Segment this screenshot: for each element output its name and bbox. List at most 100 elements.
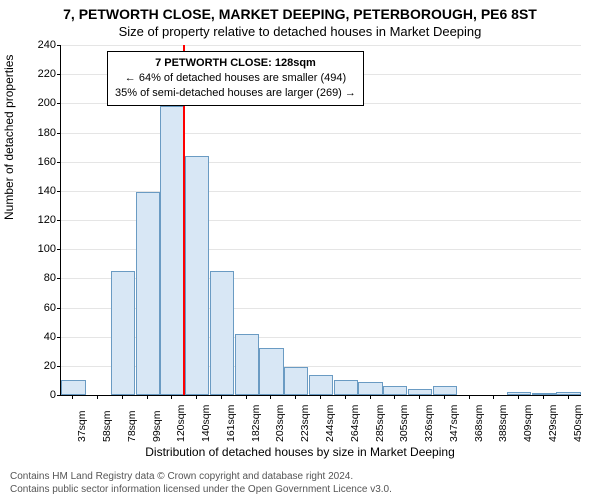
xtick-mark (568, 395, 569, 399)
xtick-mark (295, 395, 296, 399)
histogram-bar (383, 386, 407, 395)
ytick-label: 140 (16, 185, 56, 197)
xtick-label: 223sqm (299, 405, 311, 442)
ytick-label: 120 (16, 214, 56, 226)
histogram-bar (556, 392, 580, 395)
histogram-bar (532, 393, 556, 395)
ytick-mark (57, 74, 61, 75)
xtick-mark (394, 395, 395, 399)
xtick-label: 285sqm (374, 405, 386, 442)
gridline (61, 162, 581, 163)
histogram-bar (358, 382, 382, 395)
y-axis-label: Number of detached properties (2, 55, 16, 220)
xtick-label: 388sqm (497, 405, 509, 442)
xtick-mark (171, 395, 172, 399)
histogram-bar (507, 392, 531, 395)
ytick-label: 240 (16, 39, 56, 51)
xtick-label: 120sqm (175, 405, 187, 442)
ytick-label: 0 (16, 389, 56, 401)
ytick-mark (57, 308, 61, 309)
xtick-label: 305sqm (398, 405, 410, 442)
callout-line2: ← 64% of detached houses are smaller (49… (115, 71, 356, 86)
xtick-mark (518, 395, 519, 399)
callout-box: 7 PETWORTH CLOSE: 128sqm ← 64% of detach… (107, 51, 364, 106)
xtick-label: 450sqm (572, 405, 584, 442)
xtick-mark (345, 395, 346, 399)
ytick-label: 60 (16, 302, 56, 314)
histogram-bar (136, 192, 160, 395)
ytick-mark (57, 366, 61, 367)
histogram-bar (259, 348, 283, 395)
xtick-label: 78sqm (126, 410, 138, 442)
callout-line3: 35% of semi-detached houses are larger (… (115, 86, 356, 101)
histogram-bar (111, 271, 135, 395)
ytick-mark (57, 191, 61, 192)
xtick-mark (469, 395, 470, 399)
histogram-bar (408, 389, 432, 395)
ytick-label: 200 (16, 97, 56, 109)
ytick-mark (57, 45, 61, 46)
ytick-label: 160 (16, 156, 56, 168)
xtick-mark (72, 395, 73, 399)
xtick-label: 347sqm (448, 405, 460, 442)
histogram-bar (284, 367, 308, 395)
xtick-label: 182sqm (250, 405, 262, 442)
chart-subtitle: Size of property relative to detached ho… (0, 24, 600, 39)
xtick-mark (221, 395, 222, 399)
xtick-mark (270, 395, 271, 399)
gridline (61, 45, 581, 46)
ytick-label: 40 (16, 331, 56, 343)
footnote-line1: Contains HM Land Registry data © Crown c… (10, 471, 590, 484)
xtick-label: 326sqm (423, 405, 435, 442)
ytick-mark (57, 249, 61, 250)
xtick-mark (246, 395, 247, 399)
footnote-line2: Contains public sector information licen… (10, 484, 590, 497)
xtick-label: 409sqm (522, 405, 534, 442)
xtick-mark (122, 395, 123, 399)
ytick-mark (57, 133, 61, 134)
xtick-mark (320, 395, 321, 399)
x-axis-label: Distribution of detached houses by size … (0, 445, 600, 459)
ytick-mark (57, 162, 61, 163)
xtick-mark (370, 395, 371, 399)
histogram-bar (433, 386, 457, 395)
xtick-label: 140sqm (200, 405, 212, 442)
chart-page: 7, PETWORTH CLOSE, MARKET DEEPING, PETER… (0, 0, 600, 500)
xtick-label: 244sqm (324, 405, 336, 442)
ytick-mark (57, 337, 61, 338)
histogram-bar (210, 271, 234, 395)
histogram-bar (334, 380, 358, 395)
xtick-label: 99sqm (151, 410, 163, 442)
plot-area: 7 PETWORTH CLOSE: 128sqm ← 64% of detach… (60, 45, 581, 396)
gridline (61, 133, 581, 134)
histogram-bar (309, 375, 333, 395)
ytick-mark (57, 103, 61, 104)
callout-line1: 7 PETWORTH CLOSE: 128sqm (115, 56, 356, 71)
ytick-mark (57, 395, 61, 396)
ytick-mark (57, 278, 61, 279)
ytick-label: 180 (16, 127, 56, 139)
xtick-mark (493, 395, 494, 399)
ytick-mark (57, 220, 61, 221)
xtick-label: 429sqm (547, 405, 559, 442)
xtick-mark (444, 395, 445, 399)
ytick-label: 20 (16, 360, 56, 372)
histogram-bar (61, 380, 85, 395)
xtick-label: 161sqm (225, 405, 237, 442)
xtick-mark (97, 395, 98, 399)
page-title: 7, PETWORTH CLOSE, MARKET DEEPING, PETER… (0, 6, 600, 22)
xtick-mark (419, 395, 420, 399)
ytick-label: 100 (16, 243, 56, 255)
xtick-label: 203sqm (274, 405, 286, 442)
xtick-label: 58sqm (101, 410, 113, 442)
xtick-label: 368sqm (473, 405, 485, 442)
xtick-mark (147, 395, 148, 399)
xtick-mark (196, 395, 197, 399)
histogram-bar (185, 156, 209, 395)
xtick-label: 264sqm (349, 405, 361, 442)
ytick-label: 80 (16, 272, 56, 284)
xtick-mark (543, 395, 544, 399)
ytick-label: 220 (16, 68, 56, 80)
footnote: Contains HM Land Registry data © Crown c… (10, 471, 590, 496)
histogram-bar (160, 106, 184, 395)
